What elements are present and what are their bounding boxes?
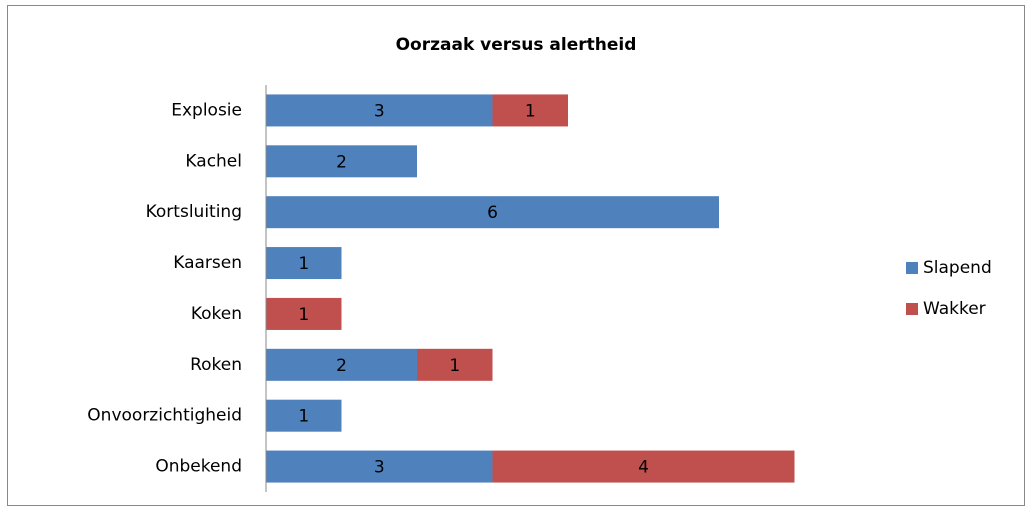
bar-segment (266, 399, 342, 432)
bar-segment (266, 94, 493, 127)
chart-title: Oorzaak versus alertheid (396, 35, 637, 55)
bar-segment (266, 348, 417, 381)
data-label: 1 (525, 101, 536, 121)
bar-segment (417, 348, 493, 381)
y-tick-label: Explosie (171, 100, 242, 120)
bar-segment (492, 94, 568, 127)
data-label: 2 (336, 152, 347, 172)
legend-label: Wakker (923, 299, 986, 319)
data-label: 1 (298, 254, 309, 274)
y-tick-label: Koken (191, 304, 242, 324)
bar-segment (266, 145, 417, 178)
legend-swatch (906, 262, 918, 274)
data-label: 1 (449, 356, 460, 376)
legend-swatch (906, 303, 918, 315)
bar-segment (266, 196, 719, 229)
data-label: 2 (336, 356, 347, 376)
data-label: 4 (638, 458, 649, 478)
chart-frame (7, 5, 1025, 506)
bar-segment (266, 297, 342, 330)
legend-label: Slapend (923, 258, 992, 278)
y-tick-label: Onbekend (155, 457, 242, 477)
bar-segment (492, 450, 795, 483)
data-label: 1 (298, 407, 309, 427)
y-tick-label: Roken (190, 355, 242, 375)
y-tick-label: Onvoorzichtigheid (87, 406, 242, 426)
y-tick-label: Kortsluiting (146, 202, 242, 222)
data-label: 6 (487, 203, 498, 223)
data-label: 3 (374, 458, 385, 478)
bar-segment (266, 450, 493, 483)
y-tick-label: Kachel (185, 151, 242, 171)
y-tick-label: Kaarsen (173, 253, 242, 273)
data-label: 1 (298, 305, 309, 325)
data-label: 3 (374, 101, 385, 121)
bar-segment (266, 247, 342, 280)
